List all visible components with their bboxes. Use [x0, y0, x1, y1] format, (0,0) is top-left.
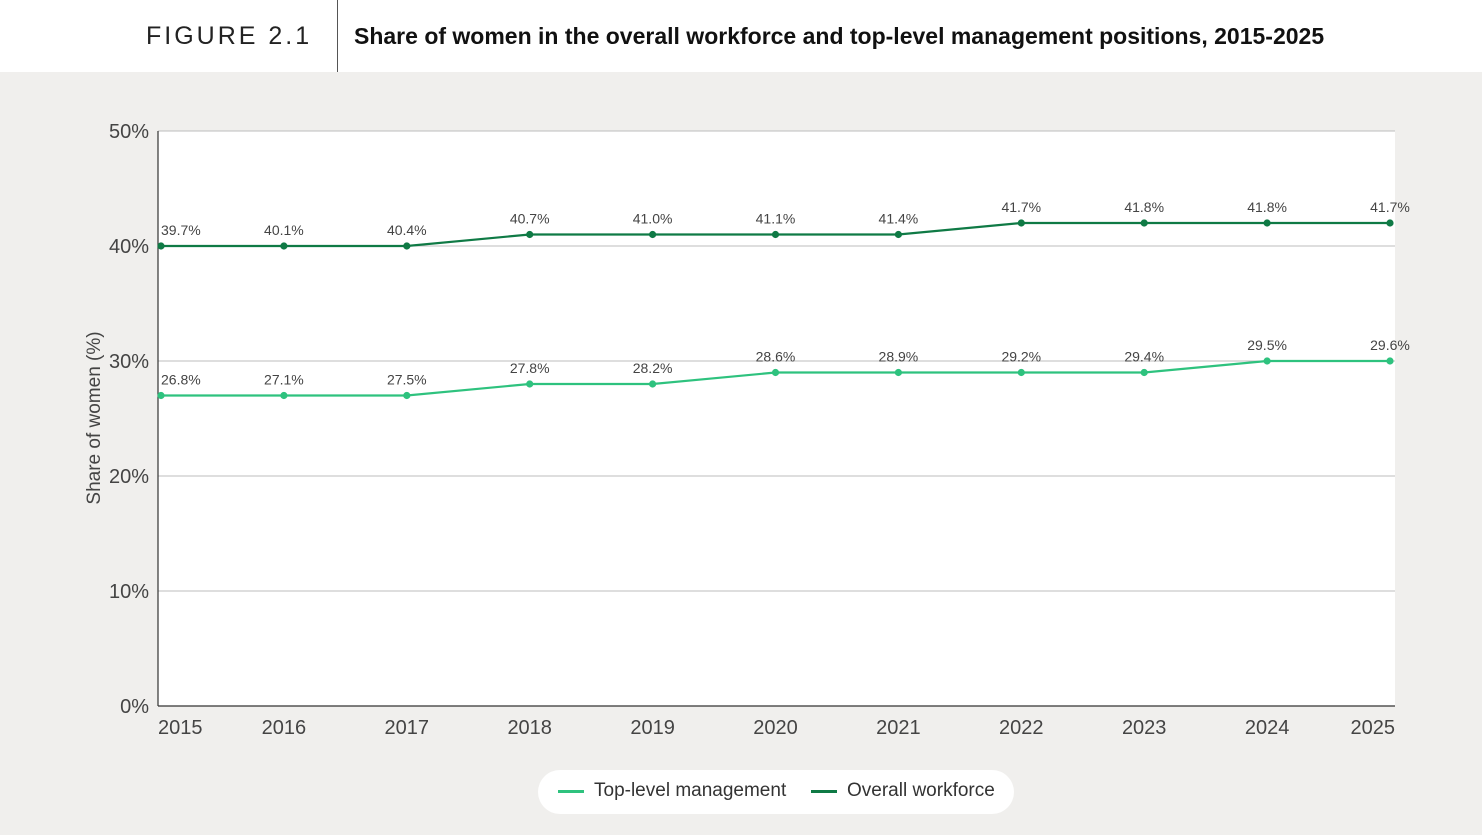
data-label-top-management: 28.6% — [756, 349, 796, 365]
data-label-overall-workforce: 41.7% — [1370, 199, 1410, 215]
data-point-top-management — [526, 380, 534, 388]
data-point-overall-workforce — [1263, 219, 1271, 227]
x-tick-label: 2021 — [876, 717, 921, 739]
data-point-top-management — [1386, 357, 1394, 365]
data-label-overall-workforce: 41.1% — [756, 211, 796, 227]
data-label-overall-workforce: 39.7% — [161, 222, 201, 238]
y-tick-label: 40% — [109, 236, 149, 258]
data-label-top-management: 29.2% — [1001, 349, 1041, 365]
x-tick-label: 2017 — [385, 717, 430, 739]
data-point-overall-workforce — [1017, 219, 1025, 227]
data-label-top-management: 29.4% — [1124, 349, 1164, 365]
y-tick-label: 20% — [109, 466, 149, 488]
data-point-overall-workforce — [403, 242, 411, 250]
figure-label: FIGURE 2.1 — [146, 22, 313, 50]
figure-title: Share of women in the overall workforce … — [354, 23, 1325, 49]
data-label-top-management: 26.8% — [161, 372, 201, 388]
data-label-overall-workforce: 41.0% — [633, 211, 673, 227]
legend-swatch-overall-workforce — [811, 789, 837, 793]
plot-area — [158, 131, 1395, 706]
x-tick-label: 2025 — [1351, 717, 1396, 739]
legend-item-overall-workforce: Overall workforce — [811, 780, 995, 802]
data-label-top-management: 28.2% — [633, 360, 673, 376]
data-point-top-management — [771, 368, 780, 377]
data-point-top-management — [280, 391, 288, 400]
data-point-overall-workforce — [1140, 219, 1148, 227]
data-label-overall-workforce: 41.8% — [1247, 199, 1287, 215]
header-divider — [337, 0, 338, 72]
data-point-overall-workforce — [526, 230, 534, 239]
x-tick-label: 2018 — [507, 717, 552, 739]
data-label-overall-workforce: 40.1% — [264, 222, 304, 238]
data-label-overall-workforce: 40.4% — [387, 222, 427, 238]
data-label-top-management: 29.5% — [1247, 337, 1287, 353]
data-label-top-management: 28.9% — [879, 349, 919, 365]
data-label-top-management: 27.8% — [510, 360, 550, 376]
data-point-overall-workforce — [157, 242, 165, 250]
x-tick-label: 2023 — [1122, 717, 1167, 739]
data-point-overall-workforce — [649, 230, 657, 239]
legend-swatch-top-management — [558, 789, 584, 793]
x-tick-label: 2015 — [158, 717, 203, 739]
data-label-top-management: 27.5% — [387, 372, 427, 388]
data-label-overall-workforce: 40.7% — [510, 211, 550, 227]
data-point-top-management — [1263, 357, 1271, 365]
data-point-top-management — [649, 380, 657, 388]
x-tick-label: 2016 — [262, 717, 307, 739]
legend-label-top-management: Top-level management — [594, 780, 787, 801]
y-tick-label: 10% — [109, 581, 149, 603]
data-label-top-management: 27.1% — [264, 372, 304, 388]
data-label-top-management: 29.6% — [1370, 337, 1410, 353]
data-point-top-management — [1017, 368, 1025, 377]
chart-legend: Top-level management Overall workforce — [538, 770, 1014, 814]
data-point-top-management — [157, 391, 165, 400]
data-point-overall-workforce — [1386, 219, 1394, 227]
y-axis-title: Share of women (%) — [84, 331, 105, 504]
figure-header: FIGURE 2.1 Share of women in the overall… — [0, 0, 1482, 72]
y-tick-label: 0% — [120, 696, 149, 718]
data-label-overall-workforce: 41.4% — [879, 211, 919, 227]
x-tick-label: 2020 — [753, 717, 798, 739]
data-point-top-management — [403, 391, 411, 400]
legend-label-overall-workforce: Overall workforce — [847, 780, 995, 801]
data-point-overall-workforce — [894, 230, 903, 239]
data-point-top-management — [1140, 368, 1148, 377]
data-point-top-management — [894, 368, 903, 377]
data-label-overall-workforce: 41.7% — [1001, 199, 1041, 215]
data-label-overall-workforce: 41.8% — [1124, 199, 1164, 215]
y-tick-label: 30% — [109, 351, 149, 373]
x-tick-label: 2019 — [630, 717, 675, 739]
x-tick-label: 2022 — [999, 717, 1044, 739]
data-point-overall-workforce — [771, 230, 780, 239]
data-point-overall-workforce — [280, 242, 288, 250]
x-tick-label: 2024 — [1245, 717, 1290, 739]
y-tick-label: 50% — [109, 121, 149, 143]
legend-item-top-management: Top-level management — [558, 780, 786, 802]
